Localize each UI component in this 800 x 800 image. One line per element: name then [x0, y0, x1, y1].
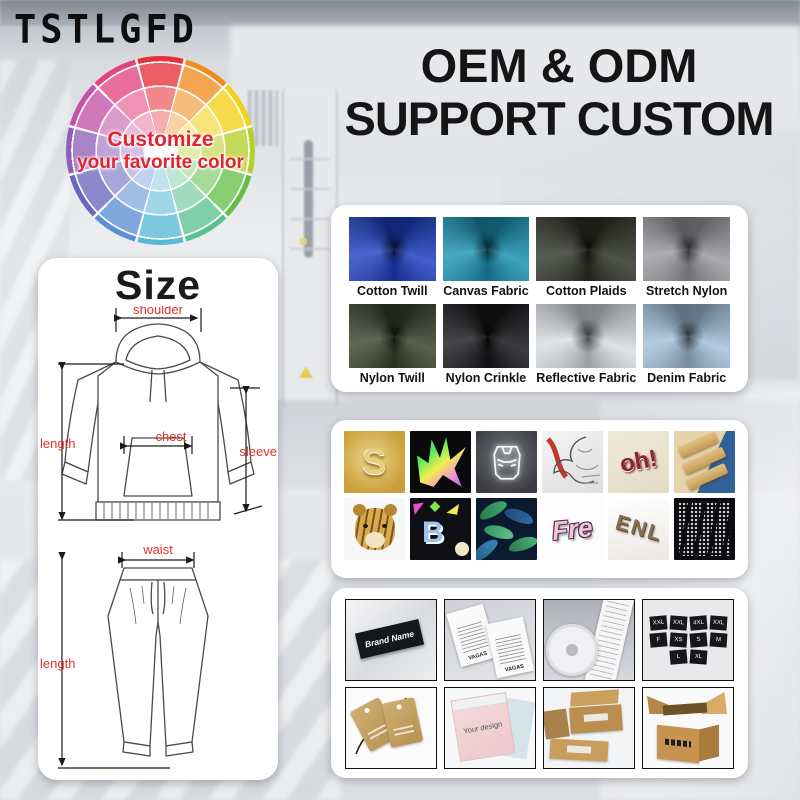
chenille-letter-patch-image: S — [344, 431, 405, 493]
size-diagram: shoulder chest length sleeve waist lengt… — [40, 306, 277, 769]
size-tag: XXL — [709, 615, 727, 631]
color-wheel-caption: Customize your favorite color — [66, 128, 255, 174]
fabric-label: Canvas Fabric — [443, 284, 529, 298]
headline-line2: SUPPORT CUSTOM — [344, 91, 774, 145]
fabric-swatch — [442, 304, 530, 368]
kraft-hang-tags-image — [345, 687, 437, 769]
size-tag: XXL — [648, 615, 668, 631]
fabric-options-panel: Cotton Twill Canvas Fabric Cotton Plaids… — [331, 205, 748, 392]
shipping-carton-image — [642, 687, 734, 769]
size-tags-image: XXL XXL 4XL XXL F XS S M L XL — [642, 599, 734, 681]
patch-letter: S — [362, 441, 387, 482]
fabric-item: Reflective Fabric — [536, 304, 637, 385]
tiger-embroidery-image — [344, 498, 405, 560]
label-waist: waist — [142, 542, 173, 557]
size-guide-title: Size — [114, 262, 202, 308]
headline: OEM & ODM SUPPORT CUSTOM — [318, 39, 800, 145]
fabric-swatch — [349, 217, 436, 281]
fabric-label: Cotton Plaids — [546, 284, 627, 298]
rhinestone-letters-image — [674, 498, 735, 560]
size-guide-panel: Size — [38, 258, 278, 780]
poly-bag-text: Your design — [462, 718, 504, 736]
color-wheel: Customize your favorite color — [66, 56, 255, 245]
label-shoulder: shoulder — [133, 306, 184, 317]
size-tag: S — [688, 632, 708, 648]
label-sleeve: sleeve — [239, 444, 277, 459]
caption-line2: your favorite color — [77, 152, 244, 174]
luminous-helmet-image — [476, 431, 537, 493]
size-tag: L — [668, 649, 688, 665]
script-print-image: Fre — [542, 498, 603, 560]
fabric-item: Denim Fabric — [643, 304, 730, 385]
size-tag: 4XL — [688, 615, 708, 631]
woven-brand-label-image: Brand Name — [345, 599, 437, 681]
fabric-swatch — [349, 304, 436, 368]
fabric-item: Cotton Twill — [349, 217, 436, 298]
tropical-leaves-image — [476, 498, 537, 560]
label-length-bottom: length — [40, 656, 75, 671]
puff-letter: B — [422, 516, 444, 549]
dragon-sketch-image — [542, 431, 603, 493]
puff-print-oh-image: oh! — [608, 431, 669, 493]
printed-care-labels-image: VAGAS VAGAS — [444, 599, 536, 681]
leather-text: ENL — [612, 510, 665, 547]
fabric-label: Cotton Twill — [357, 284, 428, 298]
packaging-options-panel: Brand Name VAGAS VAGAS XXL XXL 4XL XXL F… — [331, 588, 748, 778]
fabric-item: Nylon Crinkle — [442, 304, 530, 385]
care-label-roll-image — [543, 599, 635, 681]
custom-poly-bag-image: Your design — [444, 687, 536, 769]
size-tag: F — [648, 632, 668, 648]
label-chest: chest — [155, 429, 186, 444]
script-text: Fre — [550, 511, 595, 546]
size-tag: M — [709, 632, 727, 648]
fabric-swatch — [643, 304, 730, 368]
brand-logo: TSTLGFD — [14, 6, 198, 53]
print-samples-panel: S oh! — [331, 420, 748, 578]
warning-triangle-icon — [299, 366, 313, 378]
headline-line1: OEM & ODM — [420, 39, 698, 92]
kraft-mailer-boxes-image — [543, 687, 635, 769]
fabric-label: Stretch Nylon — [646, 284, 728, 298]
size-tag: XS — [669, 632, 687, 648]
fabric-label: Nylon Twill — [359, 371, 425, 385]
embossed-letters-image — [674, 431, 735, 493]
leather-letters-image: ENL — [608, 498, 669, 560]
yellow-sticker — [300, 238, 307, 245]
fabric-label: Reflective Fabric — [536, 371, 637, 385]
brand-label-text: Brand Name — [363, 627, 415, 649]
neon-puff-letters-image: ◤ ◆ ◢ B — [410, 498, 471, 560]
puff-print-text: oh! — [617, 444, 660, 479]
fabric-swatch — [442, 217, 530, 281]
fabric-item: Stretch Nylon — [643, 217, 730, 298]
size-tag: XL — [689, 649, 707, 665]
fabric-item: Canvas Fabric — [442, 217, 530, 298]
size-tag: XXL — [669, 615, 687, 631]
label-length-top: length — [40, 436, 75, 451]
fabric-item: Nylon Twill — [349, 304, 436, 385]
fabric-swatch — [536, 304, 637, 368]
reflective-rainbow-wolf-image — [410, 431, 471, 493]
care-label-text: VAGAS — [504, 663, 525, 674]
fabric-swatch — [536, 217, 637, 281]
caption-line1: Customize — [107, 128, 214, 151]
fabric-label: Nylon Crinkle — [445, 371, 527, 385]
fabric-swatch — [643, 217, 730, 281]
fabric-item: Cotton Plaids — [536, 217, 637, 298]
fabric-label: Denim Fabric — [647, 371, 727, 385]
